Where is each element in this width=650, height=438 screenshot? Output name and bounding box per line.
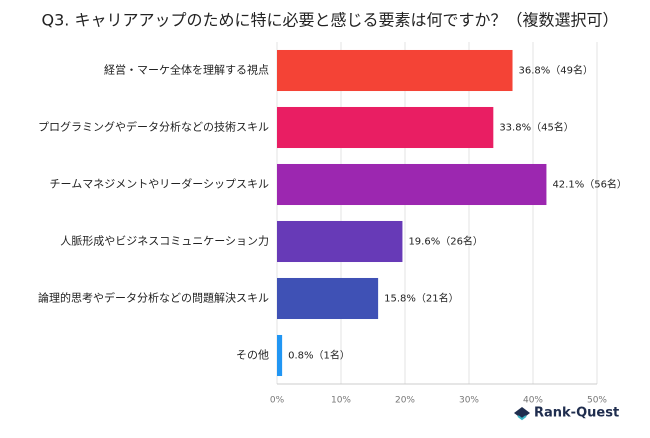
y-tick-label: プログラミングやデータ分析などの技術スキル [38, 120, 269, 134]
bar [277, 106, 494, 149]
value-label: 19.6%（26名） [408, 235, 483, 248]
bar [277, 163, 547, 206]
chart-title: Q3. キャリアアップのために特に必要と感じる要素は何ですか？（複数選択可） [42, 11, 619, 30]
x-tick-label: 0% [270, 396, 285, 406]
x-tick-label: 10% [331, 396, 351, 406]
bar [277, 220, 403, 263]
value-label: 33.8%（45名） [499, 121, 574, 134]
value-label: 15.8%（21名） [384, 292, 459, 305]
y-tick-label: その他 [236, 349, 269, 362]
bar [277, 49, 513, 92]
y-tick-label: 経営・マーケ全体を理解する視点 [104, 63, 269, 77]
y-tick-label: チームマネジメントやリーダーシップスキル [50, 177, 269, 191]
x-tick-label: 20% [395, 396, 415, 406]
logo: Rank-Quest [514, 406, 619, 421]
x-tick-label: 30% [459, 396, 479, 406]
value-label: 36.8%（49名） [519, 64, 594, 77]
x-tick-label: 50% [587, 396, 607, 406]
y-tick-label: 論理的思考やデータ分析などの問題解決スキル [38, 291, 269, 305]
x-tick-label: 40% [523, 396, 543, 406]
bar [277, 334, 283, 377]
value-label: 0.8%（1名） [288, 349, 350, 362]
logo-text: Rank-Quest [534, 406, 619, 421]
value-label: 42.1%（56名） [552, 178, 627, 191]
logo-icon-accent [517, 415, 527, 421]
logo-icon [514, 407, 530, 419]
y-tick-label: 人脈形成やビジネスコミュニケーション力 [60, 234, 269, 248]
bar [277, 277, 379, 320]
